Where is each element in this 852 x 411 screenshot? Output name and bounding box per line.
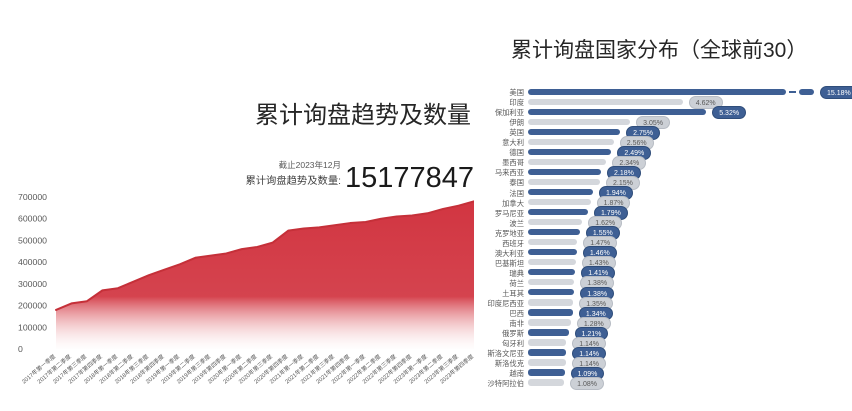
svg-text:500000: 500000 [18,235,47,245]
svg-text:400000: 400000 [18,257,47,267]
svg-text:0: 0 [18,344,23,354]
svg-text:600000: 600000 [18,214,47,224]
svg-text:700000: 700000 [18,192,47,202]
svg-text:100000: 100000 [18,322,47,332]
svg-text:300000: 300000 [18,279,47,289]
svg-text:200000: 200000 [18,301,47,311]
